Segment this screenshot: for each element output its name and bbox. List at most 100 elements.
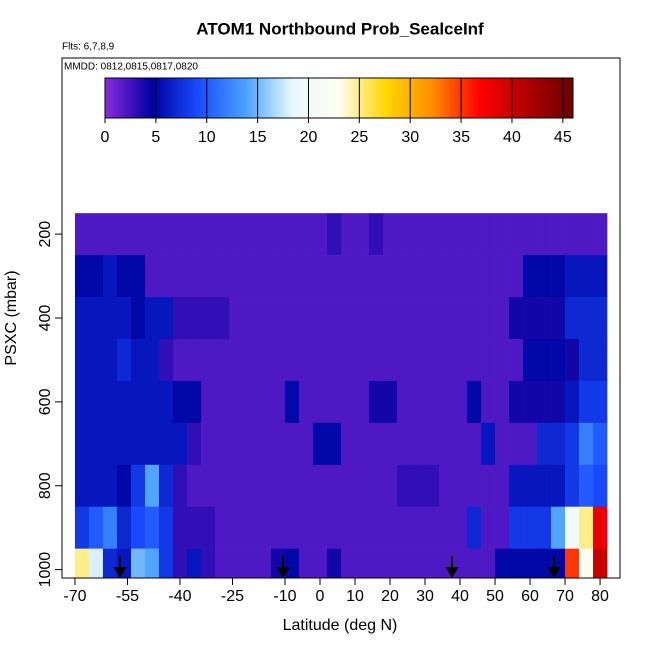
colorbar-tick-label: 15 xyxy=(249,129,267,146)
x-tick-label: 20 xyxy=(381,588,399,605)
heatmap-cell xyxy=(214,297,230,340)
heatmap-cell xyxy=(200,506,216,549)
heatmap-cell xyxy=(593,422,608,466)
heatmap-cell xyxy=(172,380,188,424)
heatmap-cell xyxy=(270,464,286,508)
heatmap-cell xyxy=(467,297,482,340)
x-tick-label: -40 xyxy=(168,588,191,605)
heatmap-cell xyxy=(284,548,300,578)
heatmap-cell xyxy=(270,255,286,298)
heatmap-cell xyxy=(355,464,370,508)
heatmap-cell xyxy=(495,506,510,549)
heatmap-cell xyxy=(579,506,594,549)
heatmap-cell xyxy=(439,255,454,298)
heatmap-cell xyxy=(158,297,174,340)
heatmap-cell xyxy=(579,255,594,298)
heatmap-cell xyxy=(355,213,370,256)
heatmap-cell xyxy=(298,464,314,508)
heatmap-cell xyxy=(172,213,188,256)
colorbar-tick-label: 5 xyxy=(151,129,160,146)
heatmap-cell xyxy=(369,506,384,549)
heatmap-cell xyxy=(214,213,230,256)
heatmap-cell xyxy=(284,422,300,466)
heatmap-cell xyxy=(88,506,104,549)
heatmap-cell xyxy=(214,255,230,298)
heatmap-cell xyxy=(256,422,272,466)
heatmap-cell xyxy=(551,422,566,466)
subtitle: Flts: 6,7,8,9 xyxy=(62,42,115,53)
heatmap-cell xyxy=(298,422,314,466)
heatmap-cell xyxy=(158,422,174,466)
heatmap-cell xyxy=(481,297,496,340)
heatmap-cell xyxy=(341,380,356,424)
heatmap-cell xyxy=(186,506,202,549)
heatmap-cell xyxy=(551,506,566,549)
heatmap-cell xyxy=(523,380,538,424)
heatmap-cell xyxy=(523,297,538,340)
heatmap-cell xyxy=(439,213,454,256)
heatmap-cell xyxy=(186,297,202,340)
y-axis-label: PSXC (mbar) xyxy=(3,270,20,365)
heatmap-cell xyxy=(256,338,272,382)
heatmap-cell xyxy=(186,255,202,298)
heatmap-cell xyxy=(355,297,370,340)
heatmap-cell xyxy=(284,213,300,256)
heatmap-cell xyxy=(74,548,90,578)
heatmap-cell xyxy=(312,422,328,466)
heatmap-cell xyxy=(551,338,566,382)
heatmap-cell xyxy=(551,380,566,424)
heatmap-cell xyxy=(341,548,356,578)
heatmap-cell xyxy=(214,338,230,382)
heatmap-cell xyxy=(467,380,482,424)
heatmap-cell xyxy=(298,506,314,549)
heatmap-cell xyxy=(74,297,90,340)
x-tick-label: 40 xyxy=(451,588,469,605)
heatmap-cell xyxy=(537,338,552,382)
heatmap-cell xyxy=(467,255,482,298)
heatmap-cell xyxy=(369,464,384,508)
heatmap-cell xyxy=(256,297,272,340)
heatmap-cell xyxy=(256,380,272,424)
heatmap-cell xyxy=(270,213,286,256)
heatmap-cell xyxy=(200,548,216,578)
heatmap-cell xyxy=(537,506,552,549)
heatmap-cell xyxy=(495,255,510,298)
heatmap-cell xyxy=(144,380,160,424)
heatmap-cell xyxy=(383,464,398,508)
heatmap-cell xyxy=(397,338,412,382)
heatmap-cell xyxy=(200,255,216,298)
heatmap-cell xyxy=(551,255,566,298)
heatmap-cell xyxy=(467,213,482,256)
heatmap-cell xyxy=(242,548,258,578)
heatmap-cell xyxy=(355,422,370,466)
heatmap-cell xyxy=(537,380,552,424)
x-tick-label: 0 xyxy=(316,588,325,605)
heatmap-cell xyxy=(144,297,160,340)
heatmap-cell xyxy=(593,297,608,340)
heatmap-cell xyxy=(467,506,482,549)
colorbar-tick-label: 40 xyxy=(503,129,521,146)
colorbar-tick-label: 45 xyxy=(554,129,572,146)
heatmap-cell xyxy=(439,380,454,424)
heatmap-cell xyxy=(144,464,160,508)
heatmap-cell xyxy=(144,506,160,549)
heatmap xyxy=(74,213,608,578)
heatmap-cell xyxy=(355,506,370,549)
heatmap-cell xyxy=(439,422,454,466)
heatmap-cell xyxy=(88,464,104,508)
heatmap-cell xyxy=(74,506,90,549)
x-tick-label: -10 xyxy=(273,588,296,605)
heatmap-cell xyxy=(228,548,244,578)
heatmap-cell xyxy=(102,506,118,549)
heatmap-cell xyxy=(565,338,580,382)
heatmap-cell xyxy=(158,338,174,382)
heatmap-cell xyxy=(130,422,146,466)
heatmap-cell xyxy=(523,506,538,549)
heatmap-cell xyxy=(537,213,552,256)
heatmap-cell xyxy=(397,422,412,466)
heatmap-cell xyxy=(312,213,328,256)
y-tick-label: 400 xyxy=(37,305,54,332)
heatmap-cell xyxy=(425,548,440,578)
heatmap-cell xyxy=(102,213,118,256)
heatmap-cell xyxy=(158,255,174,298)
